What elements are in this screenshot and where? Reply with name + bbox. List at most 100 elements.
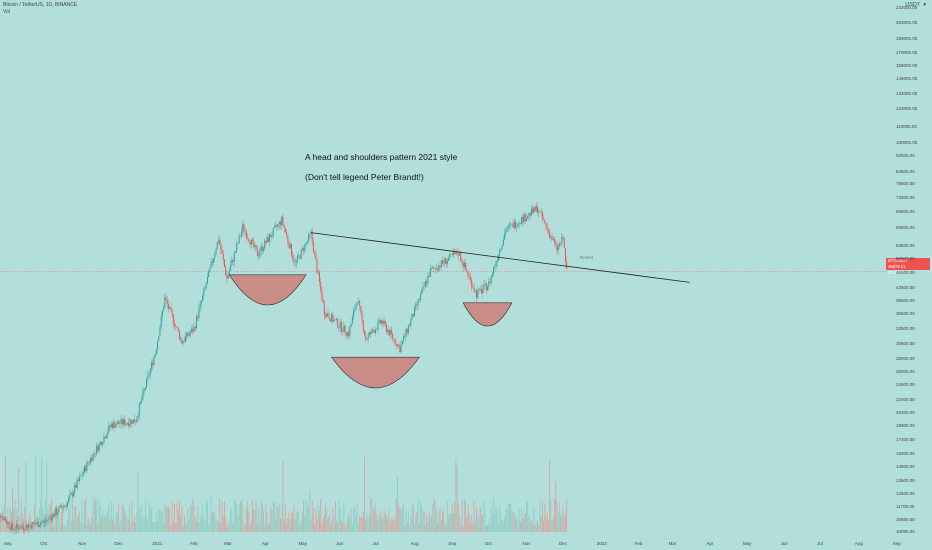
- candle-body: [193, 327, 195, 332]
- volume-bar: [373, 507, 375, 532]
- annotation-title: A head and shoulders pattern 2021 style: [305, 152, 458, 162]
- candle-body: [34, 523, 36, 525]
- candle-body: [322, 300, 324, 304]
- candle-body: [547, 229, 549, 232]
- volume-bar: [125, 513, 127, 532]
- candle-body: [214, 254, 216, 259]
- volume-bar: [233, 501, 235, 532]
- volume-bar: [471, 515, 473, 532]
- volume-bar: [383, 509, 385, 532]
- volume-bar: [94, 498, 96, 532]
- volume-bar: [434, 499, 436, 532]
- candle-body: [368, 332, 370, 335]
- volume-bar: [18, 468, 20, 532]
- candle-body: [439, 265, 441, 268]
- candle-body: [116, 421, 118, 425]
- volume-bar: [461, 499, 463, 532]
- volume-bar: [533, 506, 535, 532]
- volume-bar: [210, 496, 212, 532]
- left-shoulder-shape: [228, 274, 307, 306]
- candle-body: [487, 286, 489, 291]
- candle-body: [421, 289, 423, 295]
- candle-body: [213, 258, 215, 263]
- volume-bar: [1, 518, 3, 532]
- candle-body: [53, 513, 55, 517]
- volume-bar: [77, 515, 79, 532]
- candle-body: [314, 251, 316, 254]
- y-tick-label: 18900.00: [896, 422, 915, 428]
- candle-body: [491, 273, 493, 277]
- volume-bar: [560, 515, 562, 532]
- volume-bar: [327, 518, 329, 532]
- candle-body: [90, 458, 92, 463]
- volume-bar: [266, 512, 268, 532]
- volume-bar: [92, 497, 94, 532]
- volume-bar: [546, 512, 548, 532]
- volume-bar: [517, 521, 519, 532]
- candle-body: [86, 462, 88, 471]
- candle-body: [360, 306, 362, 313]
- candle-body: [174, 323, 176, 327]
- volume-bar: [32, 522, 34, 532]
- candle-body: [118, 421, 120, 424]
- volume-bar: [504, 517, 506, 532]
- candle-body: [169, 306, 171, 309]
- volume-bar: [81, 500, 83, 532]
- candle-body: [137, 415, 139, 419]
- candle-body: [286, 232, 288, 236]
- volume-bar: [532, 524, 534, 532]
- candle-body: [405, 328, 407, 337]
- volume-bar: [310, 519, 312, 532]
- candle-body: [511, 223, 513, 225]
- volume-bar: [491, 513, 493, 532]
- candle-body: [226, 275, 228, 279]
- volume-bar: [120, 519, 122, 532]
- volume-bar: [148, 503, 150, 532]
- candle-body: [16, 524, 18, 528]
- volume-bar: [354, 506, 356, 532]
- candle-body: [504, 233, 506, 240]
- volume-bar: [365, 519, 367, 532]
- candle-body: [0, 515, 1, 518]
- candle-body: [217, 240, 219, 242]
- volume-bar: [371, 498, 373, 532]
- candle-body: [357, 301, 359, 303]
- candle-body: [259, 251, 261, 256]
- candle-body: [300, 249, 302, 259]
- head-shape: [331, 356, 420, 389]
- candle-body: [535, 206, 537, 211]
- volume-bar: [394, 519, 396, 532]
- candle-body: [387, 329, 389, 332]
- volume-bar: [482, 516, 484, 532]
- volume-bar: [135, 522, 137, 532]
- candle-body: [158, 336, 160, 341]
- candle-body: [64, 505, 66, 507]
- currency-selector[interactable]: USDT ▾: [905, 2, 926, 8]
- candle-body: [382, 320, 384, 325]
- candle-body: [303, 247, 305, 252]
- candle-body: [353, 310, 355, 317]
- volume-bar: [421, 505, 423, 532]
- volume-bar: [152, 522, 154, 532]
- candle-body: [2, 516, 4, 520]
- volume-bar: [239, 501, 241, 532]
- candle-body: [445, 258, 447, 265]
- candle-body: [161, 311, 163, 317]
- candle-body: [530, 208, 532, 216]
- candle-body: [561, 236, 563, 244]
- volume-bar: [56, 505, 57, 532]
- volume-bar: [305, 500, 307, 532]
- candle-body: [211, 261, 213, 263]
- candle-body: [155, 349, 157, 355]
- volume-bar: [226, 525, 228, 532]
- volume-bar: [163, 522, 165, 532]
- y-tick-label: 24000.00: [896, 382, 915, 388]
- candle-body: [195, 316, 197, 329]
- volume-bar: [241, 499, 243, 532]
- candle-body: [36, 521, 38, 525]
- candle-body: [495, 261, 497, 267]
- candle-body: [97, 445, 99, 451]
- candle-body: [497, 255, 499, 261]
- candle-body: [440, 260, 442, 268]
